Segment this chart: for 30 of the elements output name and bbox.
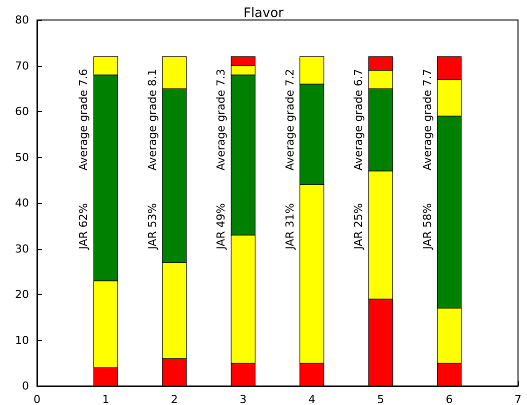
annotation: Average grade 7.6 bbox=[77, 68, 90, 170]
annotation: JAR 53% bbox=[146, 203, 159, 250]
annotation: Average grade 7.7 bbox=[420, 68, 434, 170]
annotation: Average grade 8.1 bbox=[146, 68, 159, 170]
x-tick-label: 3 bbox=[240, 393, 247, 405]
annotation: Average grade 7.2 bbox=[283, 68, 296, 170]
y-tick-label: 60 bbox=[15, 105, 29, 118]
annotation: JAR 58% bbox=[420, 203, 434, 250]
y-tick-label: 0 bbox=[22, 380, 29, 392]
x-tick-label: 0 bbox=[34, 393, 40, 405]
annotation: JAR 49% bbox=[214, 203, 228, 250]
y-tick-label: 30 bbox=[15, 242, 29, 256]
x-tick-label: 5 bbox=[377, 393, 384, 405]
x-tick-label: 4 bbox=[308, 393, 316, 405]
y-tick-label: 20 bbox=[15, 288, 29, 301]
x-tick-label: 1 bbox=[102, 393, 110, 405]
annotation: Average grade 6.7 bbox=[352, 68, 366, 170]
y-tick-label: 70 bbox=[15, 59, 29, 72]
x-tick-label: 6 bbox=[446, 393, 453, 405]
x-tick-label: 7 bbox=[514, 393, 522, 405]
annotation: JAR 31% bbox=[283, 203, 296, 250]
x-tick-label: 2 bbox=[170, 393, 178, 405]
y-tick-label: 50 bbox=[15, 150, 29, 164]
y-tick-label: 80 bbox=[15, 14, 29, 26]
y-tick-label: 10 bbox=[15, 334, 29, 347]
chart-title: Flavor bbox=[243, 6, 284, 21]
annotation: JAR 25% bbox=[352, 203, 366, 250]
y-tick-label: 40 bbox=[15, 196, 29, 210]
annotation: JAR 62% bbox=[77, 203, 90, 250]
annotation: Average grade 7.3 bbox=[214, 68, 228, 170]
